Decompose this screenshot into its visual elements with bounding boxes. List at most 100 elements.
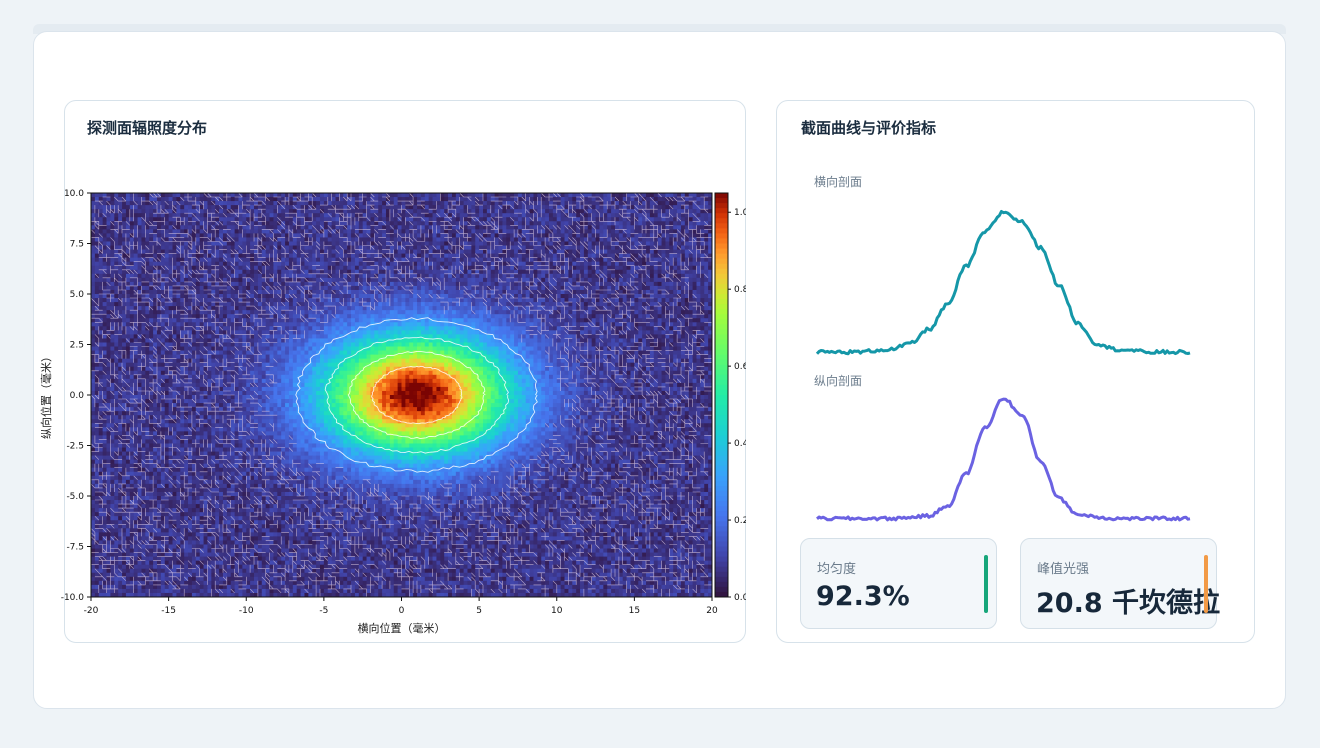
heatmap-cell	[499, 306, 503, 310]
heatmap-cell	[537, 274, 541, 278]
heatmap-cell	[114, 318, 118, 322]
heatmap-cell	[277, 314, 281, 318]
heatmap-cell	[689, 217, 693, 221]
heatmap-cell	[277, 302, 281, 306]
heatmap-cell	[153, 290, 157, 294]
heatmap-cell	[273, 282, 277, 286]
heatmap-cell	[658, 278, 662, 282]
heatmap-cell	[607, 229, 611, 233]
heatmap-cell	[654, 254, 658, 258]
heatmap-cell	[169, 221, 173, 225]
heatmap-cell	[615, 221, 619, 225]
heatmap-cell	[301, 310, 305, 314]
heatmap-cell	[673, 209, 677, 213]
heatmap-cell	[665, 237, 669, 241]
heatmap-cell	[541, 229, 545, 233]
heatmap-cell	[409, 254, 413, 258]
heatmap-cell	[184, 274, 188, 278]
heatmap-cell	[258, 233, 262, 237]
heatmap-cell	[673, 246, 677, 250]
heatmap-cell	[394, 217, 398, 221]
heatmap-cell	[235, 237, 239, 241]
heatmap-cell	[390, 270, 394, 274]
heatmap-cell	[658, 246, 662, 250]
heatmap-cell	[157, 294, 161, 298]
heatmap-cell	[425, 221, 429, 225]
heatmap-cell	[254, 282, 258, 286]
heatmap-cell	[180, 286, 184, 290]
heatmap-cell	[603, 262, 607, 266]
heatmap-cell	[537, 237, 541, 241]
heatmap-cell	[421, 302, 425, 306]
heatmap-cell	[506, 209, 510, 213]
heatmap-cell	[522, 286, 526, 290]
heatmap-cell	[363, 270, 367, 274]
heatmap-cell	[266, 193, 270, 197]
heatmap-cell	[704, 282, 708, 286]
heatmap-cell	[611, 225, 615, 229]
heatmap-cell	[281, 306, 285, 310]
heatmap-cell	[107, 241, 111, 245]
heatmap-cell	[91, 258, 95, 262]
heatmap-cell	[530, 294, 534, 298]
heatmap-cell	[689, 278, 693, 282]
heatmap-cell	[584, 197, 588, 201]
heatmap-cell	[204, 246, 208, 250]
heatmap-cell	[537, 310, 541, 314]
heatmap-cell	[553, 310, 557, 314]
heatmap-cell	[522, 258, 526, 262]
heatmap-cell	[250, 286, 254, 290]
heatmap-cell	[413, 225, 417, 229]
heatmap-cell	[506, 193, 510, 197]
heatmap-cell	[293, 282, 297, 286]
heatmap-cell	[522, 254, 526, 258]
heatmap-cell	[343, 314, 347, 318]
heatmap-cell	[394, 270, 398, 274]
heatmap-cell	[118, 233, 122, 237]
heatmap-cell	[402, 294, 406, 298]
heatmap-cell	[238, 302, 242, 306]
heatmap-cell	[235, 298, 239, 302]
heatmap-cell	[394, 302, 398, 306]
heatmap-cell	[634, 250, 638, 254]
heatmap-cell	[619, 306, 623, 310]
heatmap-cell	[103, 233, 107, 237]
heatmap-cell	[328, 201, 332, 205]
heatmap-cell	[141, 282, 145, 286]
heatmap-cell	[114, 294, 118, 298]
heatmap-cell	[196, 229, 200, 233]
heatmap-cell	[402, 302, 406, 306]
heatmap-cell	[293, 290, 297, 294]
heatmap-cell	[370, 254, 374, 258]
heatmap-cell	[518, 197, 522, 201]
heatmap-cell	[370, 213, 374, 217]
heatmap-cell	[433, 254, 437, 258]
heatmap-cell	[658, 314, 662, 318]
heatmap-cell	[235, 197, 239, 201]
heatmap-cell	[673, 258, 677, 262]
heatmap-cell	[549, 197, 553, 201]
heatmap-cell	[545, 209, 549, 213]
heatmap-cell	[277, 250, 281, 254]
heatmap-cell	[588, 225, 592, 229]
heatmap-cell	[565, 217, 569, 221]
heatmap-cell	[281, 282, 285, 286]
heatmap-cell	[95, 266, 99, 270]
heatmap-cell	[339, 229, 343, 233]
heatmap-cell	[394, 286, 398, 290]
heatmap-cell	[568, 262, 572, 266]
heatmap-cell	[336, 286, 340, 290]
heatmap-cell	[599, 241, 603, 245]
heatmap-cell	[227, 266, 231, 270]
heatmap-cell	[258, 302, 262, 306]
heatmap-cell	[390, 246, 394, 250]
heatmap-cell	[157, 266, 161, 270]
heatmap-cell	[200, 237, 204, 241]
heatmap-cell	[669, 294, 673, 298]
heatmap-cell	[479, 229, 483, 233]
heatmap-cell	[413, 286, 417, 290]
heatmap-cell	[363, 286, 367, 290]
heatmap-cell	[258, 229, 262, 233]
heatmap-cell	[219, 310, 223, 314]
heatmap-cell	[103, 294, 107, 298]
